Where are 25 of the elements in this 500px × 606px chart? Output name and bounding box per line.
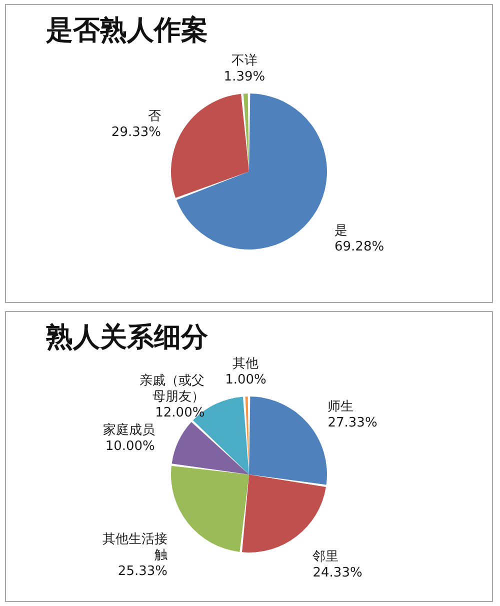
data-label: 24.33% xyxy=(312,566,362,581)
data-label: 27.33% xyxy=(328,416,378,431)
chart-title: 是否熟人作案 xyxy=(45,15,208,46)
slice-label: 亲戚（或父母朋友） xyxy=(140,373,205,404)
data-label: 29.33% xyxy=(111,125,161,140)
slice-label: 家庭成员 xyxy=(102,422,155,438)
slice-label: 邻里 xyxy=(312,550,339,565)
pie-slice xyxy=(172,422,249,474)
data-label: 10.00% xyxy=(105,439,155,454)
slice-label: 是 xyxy=(334,224,348,239)
pie-slice xyxy=(249,396,327,485)
slice-label: 其他生活接触 xyxy=(102,532,168,564)
pie-slice xyxy=(171,94,249,198)
data-label: 69.28% xyxy=(334,240,384,255)
slice-label: 师生 xyxy=(328,400,354,415)
slice-label: 否 xyxy=(148,109,161,124)
slice-label: 不详 xyxy=(231,54,258,69)
data-label: 1.39% xyxy=(224,70,266,85)
data-label: 25.33% xyxy=(118,564,168,580)
pie-slice xyxy=(176,94,327,250)
data-label: 1.00% xyxy=(225,372,266,388)
slice-label: 其他 xyxy=(232,356,259,372)
chart-title: 熟人关系细分 xyxy=(45,322,209,353)
data-label: 12.00% xyxy=(155,405,205,420)
pie-slice xyxy=(171,466,249,552)
